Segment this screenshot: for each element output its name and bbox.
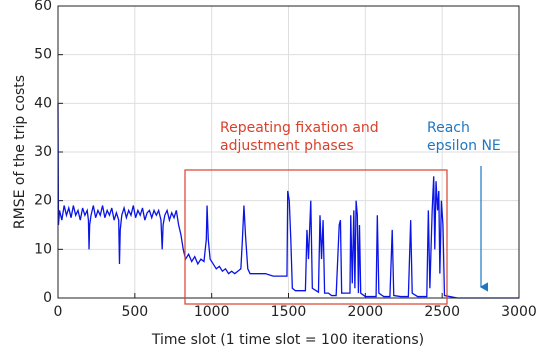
x-tick-label: 3000: [501, 304, 537, 320]
x-tick-label: 1500: [271, 304, 307, 320]
annotation: Reach: [427, 120, 470, 136]
axes-box: [57, 5, 520, 299]
x-tick-label: 2000: [348, 304, 384, 320]
data-line: [57, 103, 519, 299]
y-axis-label: RMSE of the trip costs: [12, 75, 28, 229]
x-tick-label: 2500: [424, 304, 460, 320]
y-tick-label: 30: [34, 144, 52, 160]
annotation: epsilon NE: [427, 138, 501, 154]
y-tick-label: 60: [34, 0, 52, 14]
y-tick-label: 0: [43, 290, 52, 306]
annotation: Repeating fixation and: [220, 120, 379, 136]
x-axis-label: Time slot (1 time slot = 100 iterations): [151, 332, 424, 348]
annotation: adjustment phases: [220, 138, 354, 154]
x-tick-label: 1000: [194, 304, 230, 320]
y-tick-label: 10: [34, 241, 52, 257]
x-tick-label: 0: [54, 304, 63, 320]
y-tick-label: 40: [34, 95, 52, 111]
y-tick-label: 20: [34, 193, 52, 209]
y-tick-label: 50: [34, 47, 52, 63]
x-tick-label: 500: [121, 304, 148, 320]
highlight-box: [184, 169, 448, 305]
